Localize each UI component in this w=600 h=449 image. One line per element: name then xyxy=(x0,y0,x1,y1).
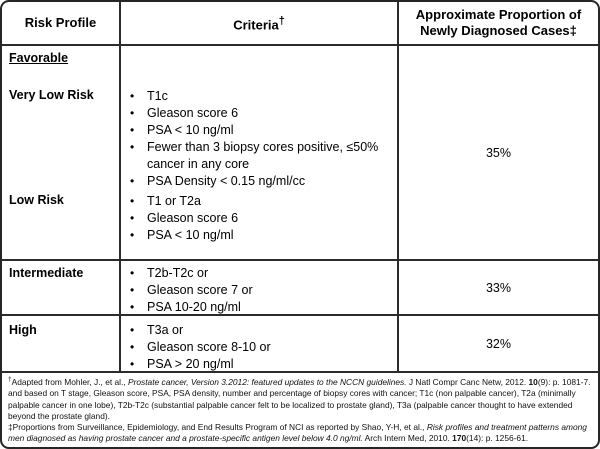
criteria-list-high: T3a or Gleason score 8-10 or PSA > 20 ng… xyxy=(121,322,393,373)
criteria-list-low: T1 or T2a Gleason score 6 PSA < 10 ng/ml xyxy=(121,193,393,244)
criteria-item: Fewer than 3 biopsy cores positive, ≤50%… xyxy=(121,139,393,173)
criteria-item: T1 or T2a xyxy=(121,193,393,210)
criteria-item: PSA Density < 0.15 ng/ml/cc xyxy=(121,173,393,190)
criteria-item: T3a or xyxy=(121,322,393,339)
criteria-item: Gleason score 6 xyxy=(121,210,393,227)
criteria-item: T2b-T2c or xyxy=(121,265,393,282)
cell-favorable-labels: Favorable Very Low Risk Low Risk xyxy=(2,46,121,261)
proportion-intermediate: 33% xyxy=(485,280,512,295)
label-intermediate: Intermediate xyxy=(9,266,84,280)
criteria-item: T1c xyxy=(121,88,393,105)
footnote-double-dagger: ‡Proportions from Surveillance, Epidemio… xyxy=(8,422,587,444)
proportion-high: 32% xyxy=(485,336,512,351)
footnotes: †Adapted from Mohler, J., et al., Prosta… xyxy=(2,373,598,447)
cell-intermediate-proportion: 33% xyxy=(399,261,598,316)
criteria-list-very-low: T1c Gleason score 6 PSA < 10 ng/ml Fewer… xyxy=(121,88,393,190)
criteria-item: PSA < 10 ng/ml xyxy=(121,227,393,244)
criteria-item: PSA > 20 ng/ml xyxy=(121,356,393,373)
cell-high-label: High xyxy=(2,316,121,373)
header-criteria: Criteria† xyxy=(121,2,399,46)
proportion-favorable: 35% xyxy=(485,145,512,160)
criteria-item: Gleason score 8-10 or xyxy=(121,339,393,356)
header-proportion: Approximate Proportion of Newly Diagnose… xyxy=(399,2,598,46)
double-dagger-mark: ‡ xyxy=(8,422,13,433)
header-proportion-label: Approximate Proportion of Newly Diagnose… xyxy=(415,7,582,38)
criteria-item: PSA < 10 ng/ml xyxy=(121,122,393,139)
cell-intermediate-label: Intermediate xyxy=(2,261,121,316)
label-high: High xyxy=(9,323,37,337)
dagger-mark: † xyxy=(8,376,12,384)
criteria-list-intermediate: T2b-T2c or Gleason score 7 or PSA 10-20 … xyxy=(121,265,393,316)
cell-favorable-proportion: 35% xyxy=(399,46,598,261)
criteria-item: Gleason score 7 or xyxy=(121,282,393,299)
cell-high-proportion: 32% xyxy=(399,316,598,373)
dagger-mark: † xyxy=(278,14,285,27)
criteria-item: Gleason score 6 xyxy=(121,105,393,122)
cell-favorable-criteria: T1c Gleason score 6 PSA < 10 ng/ml Fewer… xyxy=(121,46,399,261)
header-risk-profile: Risk Profile xyxy=(2,2,121,46)
cell-intermediate-criteria: T2b-T2c or Gleason score 7 or PSA 10-20 … xyxy=(121,261,399,316)
footnote-dagger: †Adapted from Mohler, J., et al., Prosta… xyxy=(8,376,591,421)
criteria-item: PSA 10-20 ng/ml xyxy=(121,299,393,316)
header-risk-profile-label: Risk Profile xyxy=(24,15,97,30)
label-low-risk: Low Risk xyxy=(9,193,64,207)
label-favorable: Favorable xyxy=(9,51,69,65)
header-criteria-label: Criteria† xyxy=(233,14,285,33)
cell-high-criteria: T3a or Gleason score 8-10 or PSA > 20 ng… xyxy=(121,316,399,373)
label-very-low-risk: Very Low Risk xyxy=(9,88,94,102)
